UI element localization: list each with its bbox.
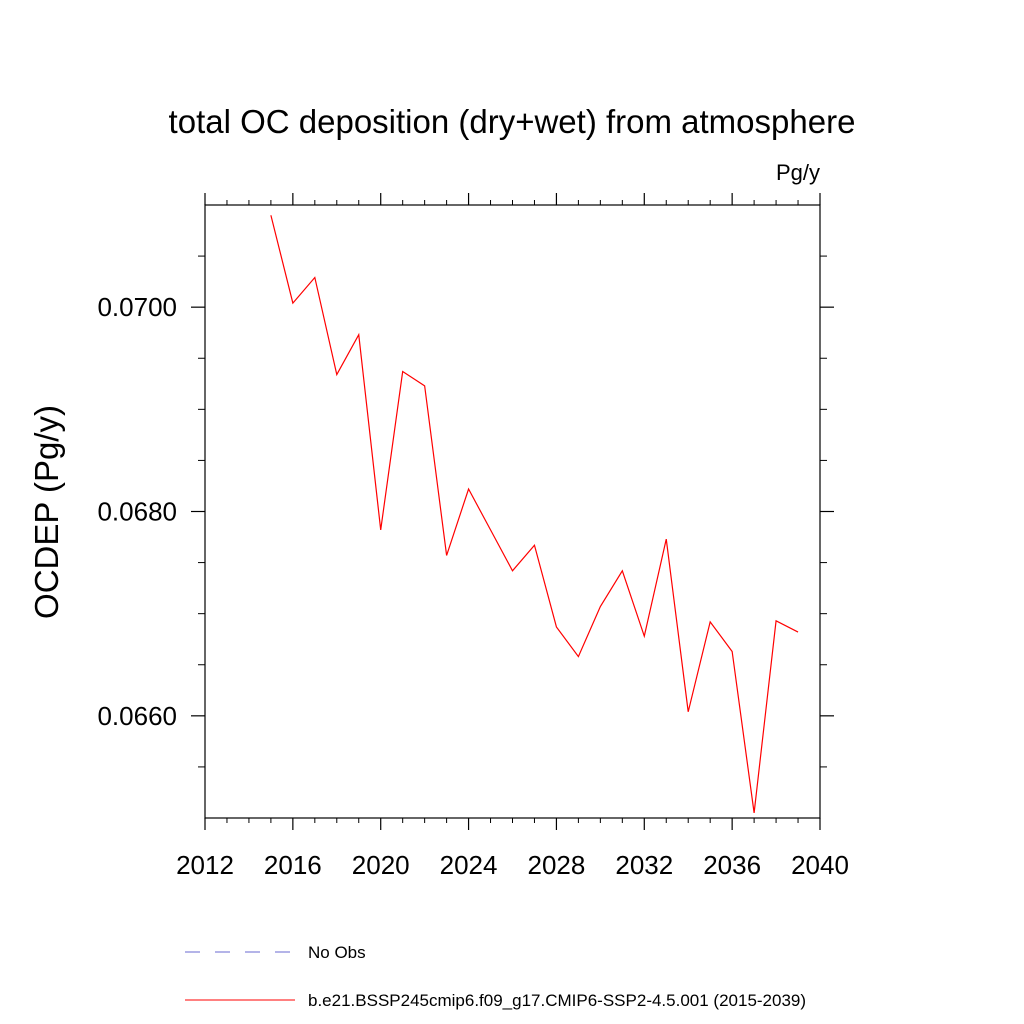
- x-tick-label: 2028: [528, 850, 586, 880]
- plot-frame: [204, 204, 821, 819]
- x-tick-label: 2012: [176, 850, 234, 880]
- y-tick-label: 0.0660: [97, 701, 177, 731]
- x-tick-label: 2036: [703, 850, 761, 880]
- x-tick-label: 2020: [352, 850, 410, 880]
- y-tick-label: 0.0700: [97, 292, 177, 322]
- legend-label: No Obs: [308, 943, 366, 962]
- data-series: [270, 215, 799, 813]
- x-tick-label: 2016: [264, 850, 322, 880]
- y-tick-label: 0.0680: [97, 497, 177, 527]
- legend-label: b.e21.BSSP245cmip6.f09_g17.CMIP6-SSP2-4.…: [308, 991, 806, 1010]
- x-tick-label: 2040: [791, 850, 849, 880]
- axis-ticks: [191, 193, 834, 830]
- axis-tick-labels: 2012 2016 2020 2024 2028 2032 2036 2040 0.0660 0.…: [97, 292, 848, 880]
- units-label: Pg/y: [776, 160, 820, 185]
- x-tick-label: 2024: [440, 850, 498, 880]
- x-tick-label: 2032: [615, 850, 673, 880]
- legend: No Obs b.e21.BSSP245cmip6.f09_g17.CMIP6-S…: [185, 943, 806, 1010]
- chart-title: total OC deposition (dry+wet) from atmos…: [169, 103, 856, 140]
- series-line: [270, 215, 799, 813]
- y-axis-label: OCDEP (Pg/y): [28, 405, 65, 619]
